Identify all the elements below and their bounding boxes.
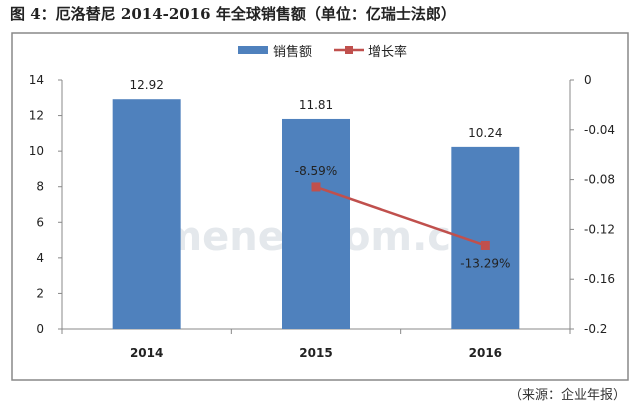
right-tick-label: 0 [584, 73, 592, 87]
right-tick-label: -0.16 [584, 272, 615, 286]
source-note: （来源：企业年报） [508, 388, 626, 403]
bar-2014 [112, 99, 181, 329]
left-tick-label: 6 [36, 215, 44, 229]
left-tick-label: 0 [36, 322, 44, 336]
left-tick-label: 10 [29, 144, 44, 158]
legend-line-marker [345, 46, 353, 54]
legend-line-label: 增长率 [368, 44, 407, 60]
growth-marker [311, 182, 321, 192]
right-tick-label: -0.04 [584, 123, 615, 137]
bar-label: 12.92 [129, 78, 163, 92]
right-tick-label: -0.12 [584, 222, 615, 236]
x-tick-label: 2014 [130, 346, 163, 360]
x-tick-label: 2015 [299, 346, 332, 360]
chart-title: 图 4：厄洛替尼 2014-2016 年全球销售额（单位：亿瑞士法郎） [10, 5, 456, 23]
left-tick-label: 4 [36, 251, 44, 265]
right-tick-label: -0.08 [584, 173, 615, 187]
legend-bar-label: 销售额 [273, 44, 312, 60]
x-tick-label: 2016 [469, 346, 502, 360]
left-tick-label: 14 [29, 73, 44, 87]
right-tick-label: -0.2 [584, 322, 607, 336]
bar-label: 11.81 [299, 98, 333, 112]
growth-label: -8.59% [295, 164, 337, 178]
left-tick-label: 2 [36, 286, 44, 300]
bar-2015 [282, 118, 350, 329]
legend-bar-swatch [238, 46, 268, 54]
growth-label: -13.29% [460, 256, 510, 270]
left-tick-label: 12 [29, 109, 44, 123]
growth-line [315, 185, 486, 247]
bar-label: 10.24 [468, 126, 502, 140]
left-tick-label: 8 [36, 180, 44, 194]
growth-marker [480, 240, 490, 250]
